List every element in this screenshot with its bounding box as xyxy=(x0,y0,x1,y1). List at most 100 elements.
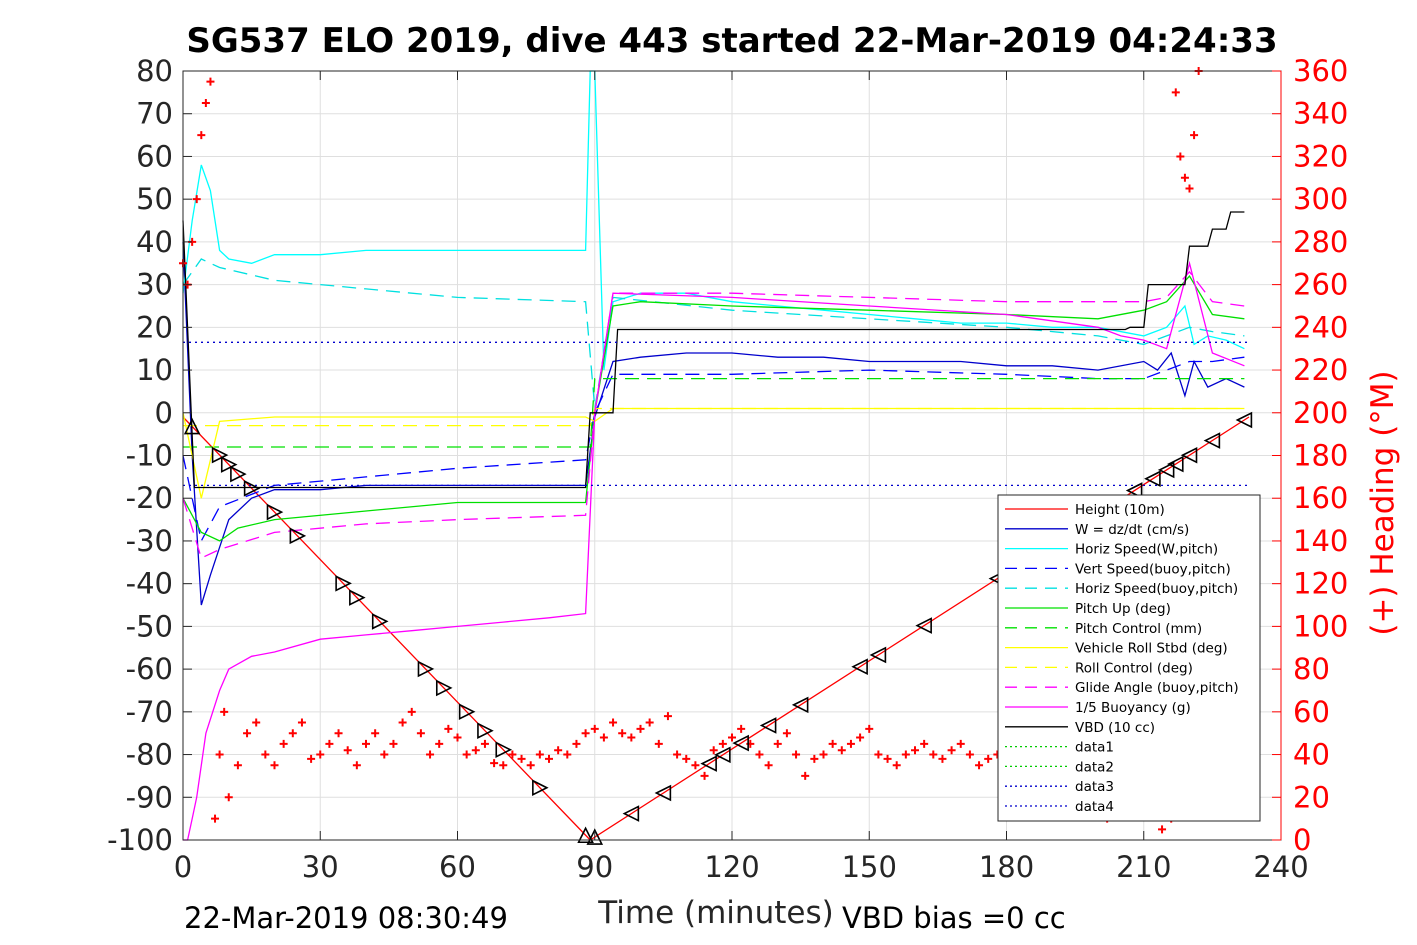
legend-label-1: W = dz/dt (cm/s) xyxy=(1075,522,1189,538)
triangle-marker xyxy=(791,696,809,714)
heading-marker xyxy=(627,733,636,742)
triangle-marker xyxy=(477,722,494,739)
triangle-marker xyxy=(1157,461,1175,479)
y-right-tick-label: 220 xyxy=(1293,353,1348,387)
heading-marker xyxy=(563,750,572,759)
heading-marker xyxy=(252,718,261,727)
legend-label-13: data2 xyxy=(1075,759,1114,775)
y-right-tick-label: 180 xyxy=(1293,439,1348,473)
footer-timestamp: 22-Mar-2019 08:30:49 xyxy=(184,901,508,935)
triangle-marker xyxy=(495,741,513,759)
heading-marker xyxy=(755,750,764,759)
heading-marker xyxy=(325,739,334,748)
heading-marker xyxy=(865,724,874,733)
triangle-marker xyxy=(289,527,307,545)
heading-marker xyxy=(911,746,919,755)
heading-marker xyxy=(883,754,892,763)
x-tick-label: 240 xyxy=(1253,850,1308,884)
y-tick-label: 60 xyxy=(136,139,173,173)
heading-marker xyxy=(206,77,215,86)
legend-label-0: Height (10m) xyxy=(1075,502,1165,518)
triangle-marker xyxy=(586,828,604,845)
triangle-marker xyxy=(1144,470,1161,488)
x-tick-label: 30 xyxy=(302,850,339,884)
y-tick-label: -90 xyxy=(126,780,173,814)
heading-marker xyxy=(874,750,883,759)
legend-label-14: data3 xyxy=(1075,779,1114,795)
triangle-marker xyxy=(577,826,594,844)
heading-marker xyxy=(810,754,819,763)
series-line-5 xyxy=(182,275,1245,542)
heading-marker xyxy=(801,771,810,780)
heading-marker xyxy=(554,746,563,755)
heading-marker xyxy=(297,718,306,727)
heading-marker xyxy=(215,750,224,759)
heading-marker xyxy=(609,718,618,727)
x-tick-label: 0 xyxy=(174,850,192,884)
series-layer xyxy=(182,70,1250,841)
heading-marker xyxy=(389,739,398,748)
heading-marker xyxy=(279,739,288,748)
heading-marker xyxy=(508,750,517,759)
heading-marker xyxy=(792,750,801,759)
y-tick-label: -40 xyxy=(126,567,173,601)
y-tick-label: -100 xyxy=(107,823,173,857)
y-right-tick-label: 80 xyxy=(1293,652,1330,686)
heading-marker xyxy=(343,746,352,755)
legend-items: Height (10m) W = dz/dt (cm/s) Horiz Speed(… xyxy=(1005,502,1239,815)
legend-label-8: Roll Control (deg) xyxy=(1075,660,1193,676)
heading-marker xyxy=(1171,88,1180,97)
triangle-marker xyxy=(700,755,717,772)
triangle-marker xyxy=(851,658,868,676)
triangle-marker xyxy=(243,480,261,497)
y-right-tick-label: 300 xyxy=(1293,182,1348,216)
heading-marker xyxy=(371,729,380,738)
series-line-6 xyxy=(183,377,1245,448)
triangle-marker xyxy=(759,717,777,734)
y-tick-label: -80 xyxy=(126,738,173,772)
legend-label-6: Pitch Control (mm) xyxy=(1075,621,1202,637)
heading-marker xyxy=(490,759,499,768)
heading-marker xyxy=(718,739,727,748)
triangle-marker xyxy=(1235,411,1253,429)
triangle-marker xyxy=(869,646,887,664)
triangle-marker xyxy=(266,503,284,521)
y-right-tick-label: 160 xyxy=(1293,481,1348,515)
heading-marker xyxy=(737,724,746,733)
heading-marker xyxy=(192,195,201,204)
heading-marker xyxy=(535,750,544,759)
y-tick-label: 40 xyxy=(136,225,173,259)
heading-marker xyxy=(471,746,480,755)
series-line-1 xyxy=(182,241,1245,606)
heading-marker xyxy=(435,739,444,748)
heading-marker xyxy=(416,729,425,738)
y-right-tick-label: 280 xyxy=(1293,225,1348,259)
y-tick-label: 70 xyxy=(136,97,173,131)
triangle-marker xyxy=(349,589,366,606)
y-tick-label: 30 xyxy=(136,268,173,302)
heading-marker xyxy=(956,739,965,748)
series-line-9 xyxy=(182,270,1245,559)
heading-marker xyxy=(673,750,682,759)
chart-title: SG537 ELO 2019, dive 443 started 22-Mar-… xyxy=(186,21,1277,61)
heading-marker xyxy=(773,739,782,748)
heading-marker xyxy=(828,739,837,748)
heading-marker xyxy=(201,99,210,108)
x-tick-label: 60 xyxy=(439,850,476,884)
triangle-marker xyxy=(1125,482,1143,499)
heading-marker xyxy=(728,733,736,742)
y-right-tick-label: 260 xyxy=(1293,268,1348,302)
legend-label-4: Horiz Speed(buoy,pitch) xyxy=(1075,581,1238,597)
triangle-marker xyxy=(220,456,238,473)
heading-marker xyxy=(837,746,846,755)
x-axis-label: Time (minutes) xyxy=(597,895,833,931)
heading-marker xyxy=(270,761,279,770)
triangle-marker xyxy=(532,779,549,797)
heading-marker xyxy=(334,729,343,738)
heading-marker xyxy=(700,771,709,780)
heading-marker xyxy=(1176,152,1185,161)
heading-marker xyxy=(709,746,718,755)
triangle-marker xyxy=(915,617,932,634)
y-right-tick-label: 200 xyxy=(1293,396,1348,430)
heading-marker xyxy=(380,750,389,759)
